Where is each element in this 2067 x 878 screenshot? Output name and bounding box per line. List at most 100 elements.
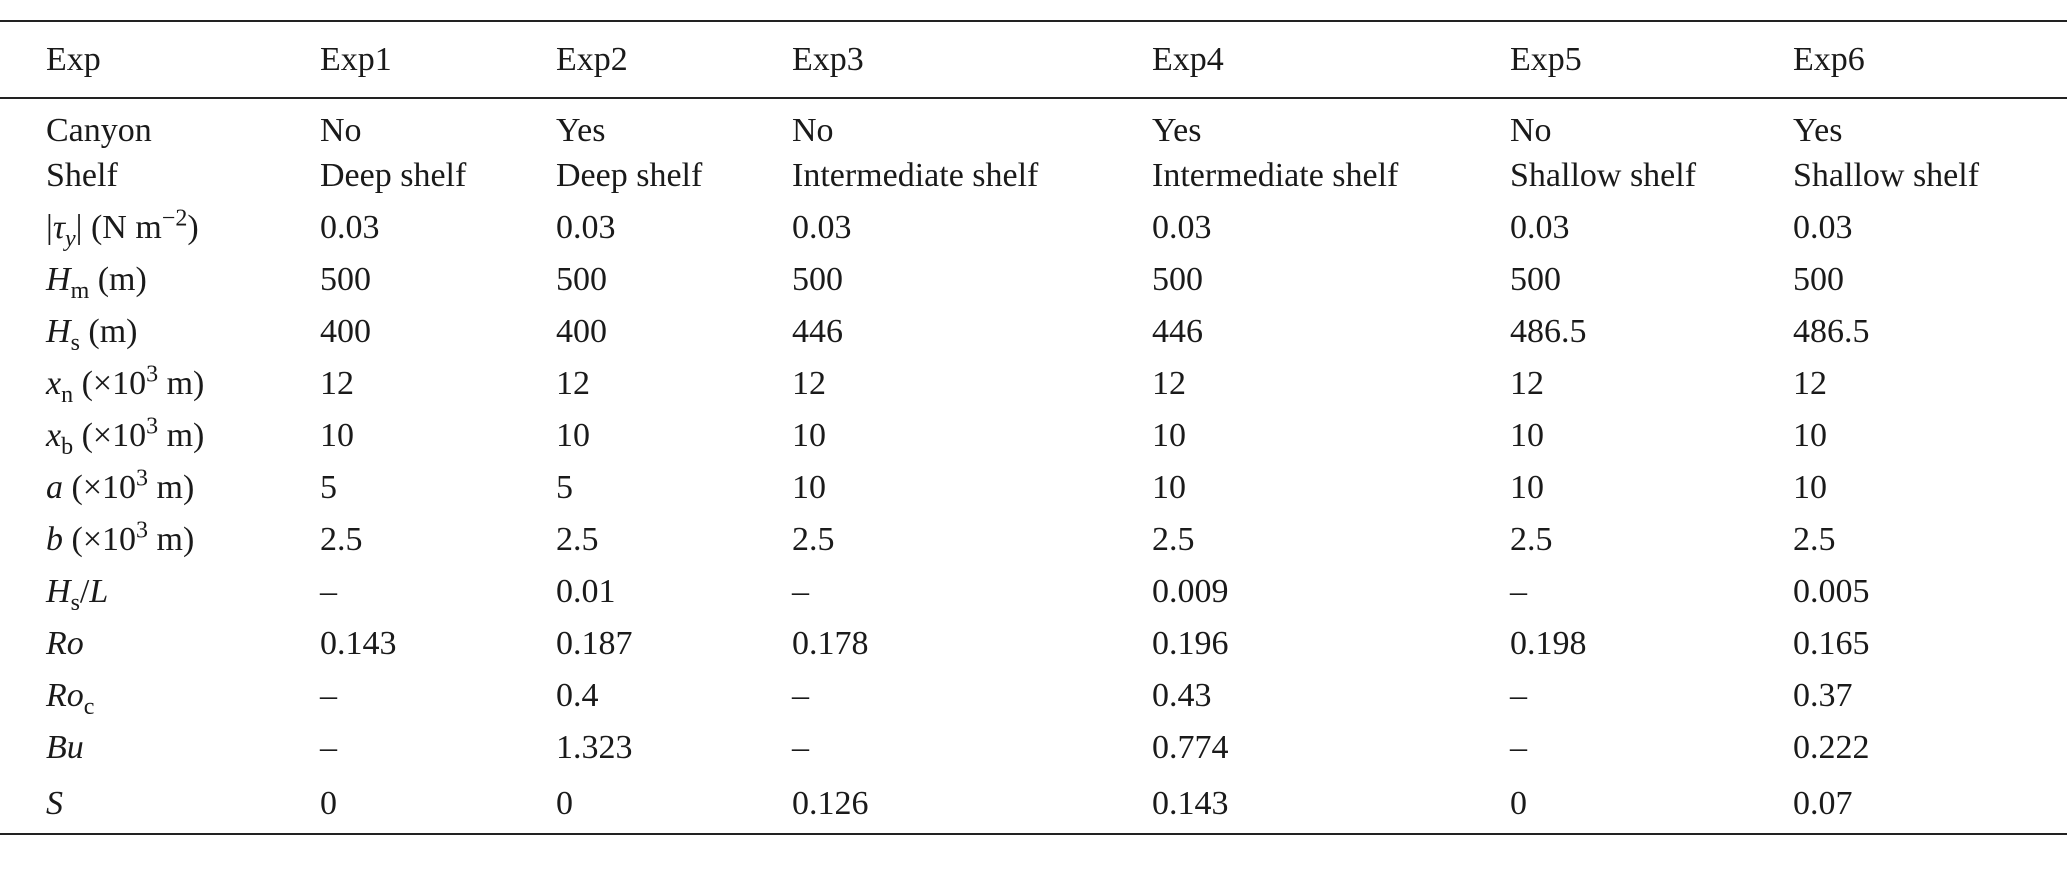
- cell: –: [792, 677, 809, 714]
- cell: 0.03: [1793, 209, 1853, 246]
- cell: 500: [792, 261, 843, 298]
- cell: 10: [1152, 469, 1186, 506]
- row: a (×103 m) 5 5 10 10 10 10: [0, 462, 2067, 514]
- cell: Deep shelf: [320, 157, 467, 194]
- row-label: xn (×103 m): [46, 361, 205, 408]
- cell: 10: [320, 417, 354, 454]
- cell: No: [320, 111, 362, 149]
- cell: 5: [320, 469, 337, 506]
- cell: 500: [1152, 261, 1203, 298]
- row-label: xb (×103 m): [46, 413, 205, 460]
- cell: –: [320, 573, 337, 610]
- cell: 400: [320, 313, 371, 350]
- cell: 0.178: [792, 625, 869, 662]
- table-body: Canyon No Yes No Yes No Yes Shelf Deep shelf Dee…: [0, 98, 2067, 834]
- cell: –: [1510, 573, 1527, 610]
- cell: Deep shelf: [556, 157, 703, 194]
- row-label: Hm (m): [46, 261, 147, 304]
- cell: 0.03: [1510, 209, 1570, 246]
- row: Bu – 1.323 – 0.774 – 0.222: [0, 722, 2067, 774]
- cell: 10: [792, 469, 826, 506]
- cell: Shallow shelf: [1510, 157, 1697, 194]
- cell: 500: [320, 261, 371, 298]
- cell: 0.4: [556, 677, 599, 714]
- row-label: a (×103 m): [46, 465, 195, 506]
- row-label: Ro: [46, 625, 84, 662]
- cell: 0.165: [1793, 625, 1870, 662]
- header-cell: Exp4: [1152, 40, 1224, 78]
- cell: 0.005: [1793, 573, 1870, 610]
- row: xn (×103 m) 12 12 12 12 12 12: [0, 358, 2067, 410]
- row-label: b (×103 m): [46, 517, 195, 558]
- cell: –: [320, 677, 337, 714]
- row: Canyon No Yes No Yes No Yes: [0, 98, 2067, 150]
- cell: 0.03: [1152, 209, 1212, 246]
- cell: –: [1510, 729, 1527, 766]
- row-label: S: [46, 784, 63, 822]
- cell: 0.03: [792, 209, 852, 246]
- cell: 10: [1510, 417, 1544, 454]
- cell: 0.774: [1152, 729, 1229, 766]
- cell: No: [1510, 111, 1552, 149]
- cell: 12: [320, 365, 354, 402]
- cell: 500: [556, 261, 607, 298]
- header-cell: Exp: [46, 40, 101, 78]
- cell: 2.5: [1793, 521, 1836, 558]
- cell: 2.5: [1510, 521, 1553, 558]
- cell: 12: [556, 365, 590, 402]
- cell: 0.222: [1793, 729, 1870, 766]
- cell: Shallow shelf: [1793, 157, 1980, 194]
- cell: 0.143: [320, 625, 397, 662]
- row: b (×103 m) 2.5 2.5 2.5 2.5 2.5 2.5: [0, 514, 2067, 566]
- cell: 0: [1510, 784, 1527, 822]
- cell: 12: [1152, 365, 1186, 402]
- cell: 486.5: [1793, 313, 1870, 350]
- cell: 486.5: [1510, 313, 1587, 350]
- cell: 0: [556, 784, 573, 822]
- cell: 0.03: [556, 209, 616, 246]
- header-cell: Exp6: [1793, 40, 1865, 78]
- cell: 0.03: [320, 209, 380, 246]
- cell: 500: [1510, 261, 1561, 298]
- cell: Intermediate shelf: [792, 157, 1039, 194]
- row: |τy| (N m−2) 0.03 0.03 0.03 0.03 0.03 0.03: [0, 202, 2067, 254]
- cell: 12: [1793, 365, 1827, 402]
- cell: 0.009: [1152, 573, 1229, 610]
- header-cell: Exp5: [1510, 40, 1582, 78]
- cell: 12: [792, 365, 826, 402]
- row: Hs/L – 0.01 – 0.009 – 0.005: [0, 566, 2067, 618]
- header-cell: Exp2: [556, 40, 628, 78]
- cell: 0.07: [1793, 784, 1853, 822]
- header-cell: Exp1: [320, 40, 392, 78]
- row: Roc – 0.4 – 0.43 – 0.37: [0, 670, 2067, 722]
- row: Ro 0.143 0.187 0.178 0.196 0.198 0.165: [0, 618, 2067, 670]
- cell: No: [792, 111, 834, 149]
- row-label: Canyon: [46, 111, 152, 149]
- row-label: Roc: [46, 677, 95, 720]
- cell: 446: [792, 313, 843, 350]
- cell: 0.126: [792, 784, 869, 822]
- cell: Yes: [1793, 111, 1843, 149]
- cell: Intermediate shelf: [1152, 157, 1399, 194]
- cell: 5: [556, 469, 573, 506]
- row: Hs (m) 400 400 446 446 486.5 486.5: [0, 306, 2067, 358]
- cell: 2.5: [1152, 521, 1195, 558]
- cell: 10: [1152, 417, 1186, 454]
- cell: 0.187: [556, 625, 633, 662]
- cell: Yes: [1152, 111, 1202, 149]
- cell: 12: [1510, 365, 1544, 402]
- cell: 10: [1793, 417, 1827, 454]
- cell: 0.196: [1152, 625, 1229, 662]
- header-cell: Exp3: [792, 40, 864, 78]
- cell: 0.43: [1152, 677, 1212, 714]
- cell: 0.37: [1793, 677, 1853, 714]
- cell: –: [1510, 677, 1527, 714]
- cell: 10: [556, 417, 590, 454]
- row: S 0 0 0.126 0.143 0 0.07: [0, 774, 2067, 834]
- table-header: Exp Exp1 Exp2 Exp3 Exp4 Exp5 Exp6: [0, 21, 2067, 98]
- cell: 10: [1510, 469, 1544, 506]
- cell: 400: [556, 313, 607, 350]
- cell: 0.01: [556, 573, 616, 610]
- cell: 10: [1793, 469, 1827, 506]
